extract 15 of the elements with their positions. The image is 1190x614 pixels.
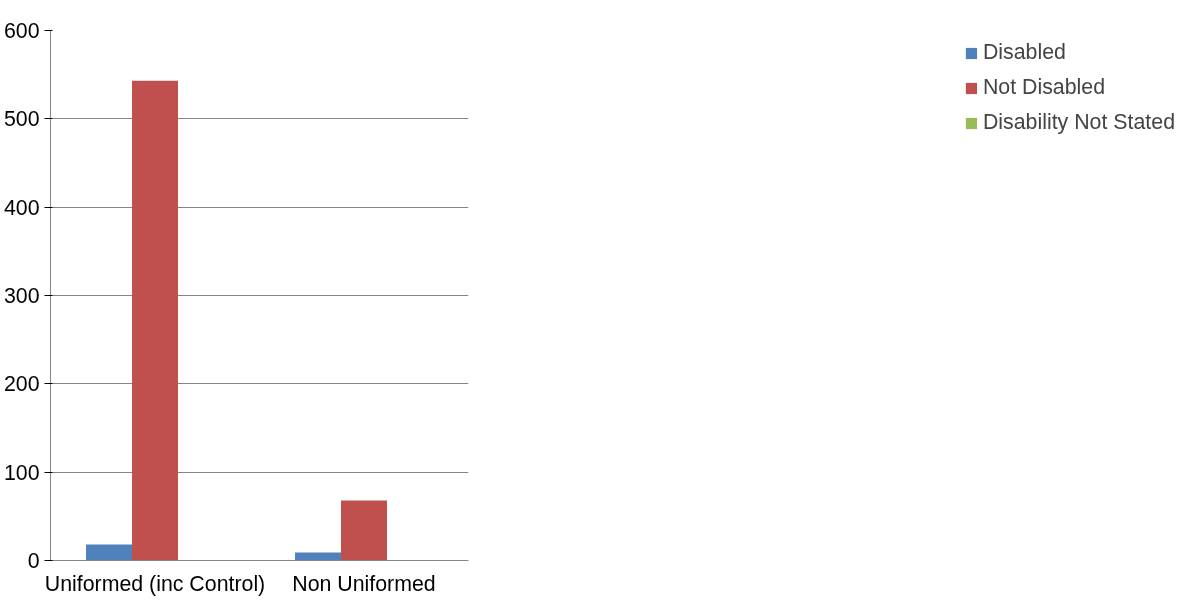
legend-label: Not Disabled [982,75,1106,100]
y-tick-label: 400 [3,195,40,220]
y-tick-label: 0 [27,549,40,573]
bar [132,80,178,561]
y-tick-label: 300 [3,284,40,308]
x-tick-label: Uniformed (inc Control) [44,571,266,596]
y-tick-label: 600 [3,19,40,43]
y-tick-label: 200 [3,372,40,397]
bar [341,500,387,561]
legend-label: Disability Not Stated [982,110,1175,135]
bar [86,544,133,561]
y-tick-label: 100 [3,460,40,485]
y-tick-label: 500 [3,107,40,132]
x-tick-label: Non Uniformed [292,571,436,596]
legend-label: Disabled [982,40,1066,65]
